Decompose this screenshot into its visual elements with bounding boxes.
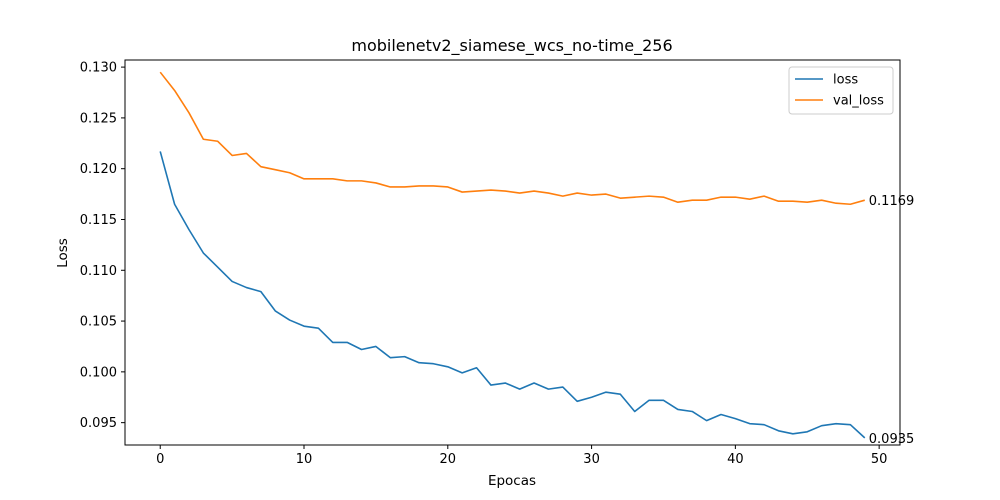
x-tick-label: 40 xyxy=(727,452,744,467)
y-axis: 0.095 0.100 0.105 0.110 0.115 0.120 0.125 0.130 xyxy=(80,61,125,431)
y-tick-label: 0.130 xyxy=(80,61,117,76)
series-layer: 0.0935 0.1169 xyxy=(159,71,915,447)
x-tick-label: 30 xyxy=(583,452,600,467)
chart-title: mobilenetv2_siamese_wcs_no-time_256 xyxy=(351,36,672,56)
x-tick-label: 0 xyxy=(156,452,164,467)
x-tick-label: 10 xyxy=(296,452,313,467)
y-tick-label: 0.120 xyxy=(80,162,117,177)
y-tick-label: 0.115 xyxy=(80,213,117,228)
legend-label: val_loss xyxy=(833,94,884,109)
x-axis-label: Epocas xyxy=(488,473,536,489)
y-tick-label: 0.110 xyxy=(80,264,117,279)
y-tick-label: 0.105 xyxy=(80,315,117,330)
legend: loss val_loss xyxy=(788,66,894,115)
x-tick-label: 50 xyxy=(871,452,888,467)
end-value-label: 0.0935 xyxy=(869,432,915,447)
y-tick-label: 0.125 xyxy=(80,111,117,126)
series-line-val-loss xyxy=(159,71,865,206)
plot-frame xyxy=(124,59,901,446)
series-line-loss xyxy=(159,151,866,439)
y-axis-label: Loss xyxy=(55,238,71,268)
y-tick-label: 0.100 xyxy=(80,365,117,380)
end-value-label: 0.1169 xyxy=(869,194,915,209)
y-tick-label: 0.095 xyxy=(80,416,117,431)
x-axis: 0 10 20 30 40 50 xyxy=(156,445,887,467)
legend-label: loss xyxy=(833,73,858,88)
x-tick-label: 20 xyxy=(440,452,457,467)
